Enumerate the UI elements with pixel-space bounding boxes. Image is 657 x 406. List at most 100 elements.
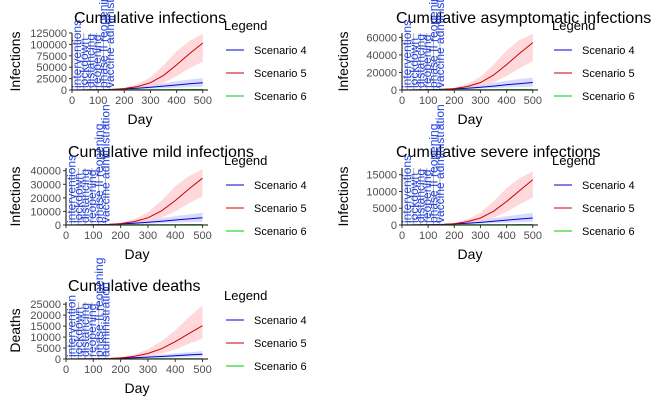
y-tick-label: 25000 [36,74,67,86]
x-tick-label: 400 [167,95,185,107]
intervention-label: vaccine administration [433,104,447,223]
x-tick-label: 400 [497,95,515,107]
x-tick-label: 0 [63,230,69,242]
intervention-label: lockdown [71,173,85,223]
legend-label-scenario-4: Scenario 4 [254,45,307,57]
intervention-label: phase II reopening [426,0,440,88]
legend-label-scenario-6: Scenario 6 [254,361,307,373]
confidence-band-4 [66,351,203,359]
x-tick-label: 500 [193,230,211,242]
y-tick-label: 5000 [373,203,397,215]
y-tick-label: 15000 [366,170,397,182]
x-tick-label: 100 [419,230,437,242]
confidence-band-4 [402,212,533,225]
legend-title: Legend [224,153,267,168]
y-tick-label: 60000 [366,32,397,44]
legend-label-scenario-6: Scenario 6 [254,226,307,238]
y-tick-label: 0 [391,220,397,232]
x-tick-label: 200 [115,95,133,107]
intervention-label: phase II reopening [92,124,106,223]
intervention-label: phase II reopening [92,258,106,357]
intervention-label: interventions [70,20,84,88]
y-tick-label: 40000 [30,166,61,178]
intervention-label: intervention [64,295,78,357]
y-tick-label: 10000 [366,186,397,198]
y-axis-label: Infections [335,167,351,227]
x-tick-label: 400 [497,230,515,242]
chart-title: Cumulative severe infections [396,144,601,161]
legend: Legend Scenario 4 Scenario 5 Scenario 6 [224,18,307,103]
intervention-label: reopening [420,170,434,223]
legend-title: Legend [224,288,267,303]
legend: Legend Scenario 4 Scenario 5 Scenario 6 [552,18,635,103]
y-tick-label: 5000 [37,343,61,355]
intervention-label: lockdown [71,307,85,357]
confidence-band-4 [402,77,533,90]
y-axis-label: Infections [7,167,23,227]
intervention-label: reopening [85,170,99,223]
y-tick-label: 20000 [30,193,61,205]
confidence-band-5 [72,33,203,90]
x-tick-label: 0 [399,230,405,242]
intervention-label: phase II reopening [426,124,440,223]
confidence-band-5 [402,33,533,90]
intervention-label: distancing [78,169,92,223]
intervention-label: lockdown [407,38,421,88]
y-tick-label: 25000 [30,299,61,311]
legend: Legend Scenario 4 Scenario 5 Scenario 6 [552,153,635,238]
legend: Legend Scenario 4 Scenario 5 Scenario 6 [224,153,307,238]
legend-label-scenario-5: Scenario 5 [582,68,635,80]
x-tick-label: 400 [166,364,184,376]
x-tick-label: 0 [63,364,69,376]
intervention-label: lockdown [77,38,91,88]
legend-label-scenario-4: Scenario 4 [254,315,307,327]
y-tick-label: 20000 [30,310,61,322]
intervention-label: reopening [420,35,434,88]
legend-title: Legend [552,153,595,168]
x-tick-label: 100 [419,95,437,107]
intervention-label: lockdown [407,173,421,223]
x-tick-label: 400 [166,230,184,242]
y-tick-label: 15000 [30,321,61,333]
x-tick-label: 200 [445,230,463,242]
x-tick-label: 200 [445,95,463,107]
y-tick-label: 10000 [30,206,61,218]
confidence-band-4 [66,212,203,225]
legend: Legend Scenario 4 Scenario 5 Scenario 6 [224,288,307,373]
chart-title: Cumulative deaths [68,278,201,295]
y-tick-label: 0 [391,85,397,97]
legend-label-scenario-4: Scenario 4 [254,180,307,192]
intervention-label: vaccine administration [433,0,447,88]
confidence-band-5 [402,171,533,225]
x-tick-label: 500 [524,230,542,242]
intervention-label: distancing [78,303,92,357]
x-tick-label: 500 [524,95,542,107]
legend-label-scenario-4: Scenario 4 [582,45,635,57]
y-tick-label: 10000 [30,332,61,344]
legend-label-scenario-5: Scenario 5 [254,338,307,350]
confidence-band-4 [72,78,203,90]
x-tick-label: 0 [69,95,75,107]
intervention-label: reopening [90,35,104,88]
legend-title: Legend [552,18,595,33]
x-tick-label: 500 [193,364,211,376]
y-tick-label: 40000 [366,50,397,62]
intervention-label: vaccine administration [99,104,113,223]
x-tick-label: 100 [84,230,102,242]
legend-label-scenario-6: Scenario 6 [582,91,635,103]
intervention-label: interventions [400,155,414,223]
intervention-label: administration [99,282,113,357]
y-axis-label: Infections [7,32,23,92]
intervention-label: distancing [413,169,427,223]
intervention-label: phase II reopening [96,0,110,88]
y-tick-label: 20000 [366,67,397,79]
x-tick-label: 200 [111,364,129,376]
y-axis-label: Deaths [7,308,23,352]
chart-panel-3: Cumulative mild infectionsinterventionsl… [7,104,307,262]
y-tick-label: 100000 [30,39,67,51]
y-tick-label: 75000 [36,51,67,63]
x-axis-label: Day [125,380,150,396]
intervention-label: interventions [400,20,414,88]
legend-label-scenario-5: Scenario 5 [254,203,307,215]
x-tick-label: 300 [471,95,489,107]
